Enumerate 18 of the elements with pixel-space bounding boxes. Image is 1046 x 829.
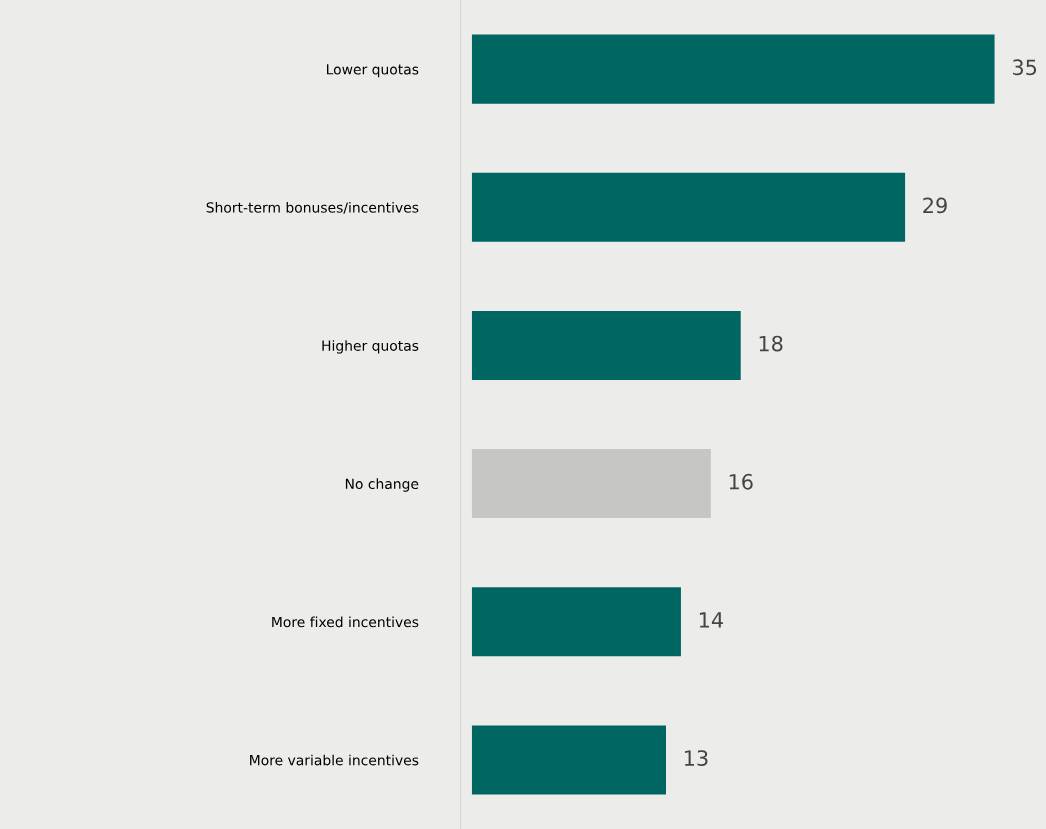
y-tick-label: Short-term bonuses/incentives bbox=[206, 201, 419, 214]
bar bbox=[471, 587, 681, 657]
data-label: 16 bbox=[729, 473, 753, 490]
bar bbox=[471, 34, 995, 104]
data-label: 35 bbox=[1013, 59, 1037, 76]
data-label: 14 bbox=[699, 612, 723, 628]
data-label: 18 bbox=[759, 335, 783, 352]
y-tick-label: No change bbox=[345, 478, 419, 492]
y-tick-label: More fixed incentives bbox=[272, 616, 419, 628]
bar bbox=[471, 725, 666, 795]
y-tick-label: Higher quotas bbox=[322, 340, 419, 354]
data-label: 29 bbox=[923, 197, 947, 214]
bar bbox=[471, 172, 906, 242]
y-tick-label: Lower quotas bbox=[327, 64, 419, 78]
y-tick-label: More variable incentives bbox=[250, 754, 419, 766]
bar bbox=[471, 449, 711, 519]
data-label: 13 bbox=[684, 750, 708, 766]
bar bbox=[471, 310, 741, 380]
